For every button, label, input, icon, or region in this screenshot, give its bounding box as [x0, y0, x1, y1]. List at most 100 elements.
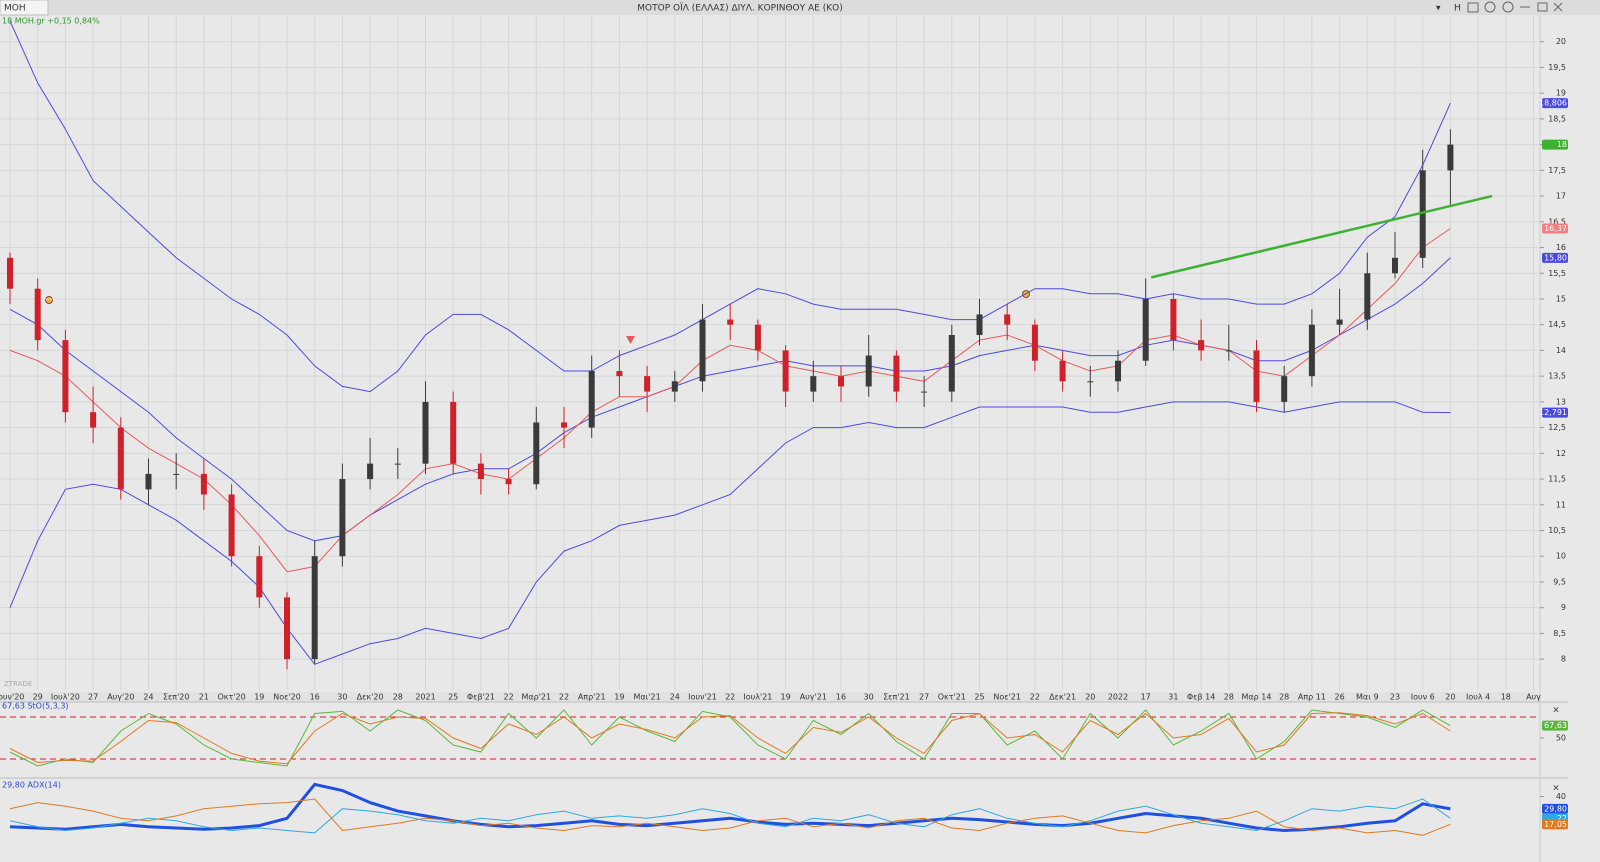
control-icon[interactable] [1484, 1, 1496, 13]
legend: 67,63 StO(5,3,3) [2, 702, 69, 711]
x-tick-label: 25 [974, 693, 984, 702]
close[interactable] [1553, 2, 1563, 12]
series-line [9, 20, 1451, 393]
x-tick-label: 18 [1501, 693, 1511, 702]
y-tick-label: 9,5 [1553, 577, 1566, 586]
candle-body [311, 556, 318, 660]
dropdown-arrow[interactable]: ▾ [1436, 4, 1441, 14]
candle-body [422, 401, 429, 464]
series-line [9, 712, 1451, 765]
y-tick-label: 8,5 [1553, 629, 1566, 638]
y-tick-label: 18,5 [1548, 114, 1566, 123]
signal-marker[interactable] [626, 336, 635, 344]
price-tag-label: 12,791 [1539, 408, 1567, 417]
x-tick-label: 21 [199, 693, 209, 702]
x-tick-label: Μαι'21 [633, 693, 660, 702]
x-tick-label: 26 [1335, 693, 1345, 702]
candle-body [838, 376, 844, 387]
series-line [9, 709, 1451, 767]
candle-body [727, 319, 734, 325]
y-tick-label: 12,5 [1548, 423, 1566, 432]
candle-body [173, 473, 180, 475]
candle-body [699, 319, 706, 382]
candle-body [477, 463, 484, 480]
x-tick-label: 22 [725, 693, 735, 702]
price-tag-label: 18,806 [1539, 99, 1567, 108]
y-tick-label: 9 [1561, 603, 1566, 612]
x-tick-label: Δεκ'20 [357, 693, 384, 702]
candle-body [394, 463, 401, 465]
series-line [9, 798, 1451, 836]
x-tick-label: Φεβ'21 [467, 693, 495, 702]
candle-body [117, 427, 124, 490]
candle-body [450, 401, 457, 464]
candle-body [90, 412, 97, 428]
price-tag-label: 15,80 [1544, 253, 1567, 262]
y-tick-label: 13,5 [1548, 372, 1566, 381]
candle-body [588, 371, 595, 428]
y-tick-label: 10,5 [1548, 526, 1566, 535]
x-tick-label: Οκτ'20 [217, 693, 245, 702]
candle-body [948, 334, 955, 392]
y-tick-label: 17,5 [1548, 166, 1566, 175]
candle-body [1364, 273, 1371, 320]
x-tick-label: Ιουν'20 [0, 693, 24, 702]
price-tag [1542, 223, 1568, 234]
price-tag [1542, 407, 1568, 418]
y-tick-label: 15 [1556, 294, 1566, 303]
x-tick-label: 2021 [415, 693, 435, 702]
y-tick-label: 14 [1556, 346, 1566, 355]
candle-body [1198, 340, 1205, 351]
trendline [1150, 194, 1493, 279]
x-tick-label: 31 [1168, 693, 1178, 702]
control-icon[interactable] [1467, 2, 1479, 13]
y-tick-label: 19,5 [1548, 63, 1566, 72]
close-panel[interactable]: × [1552, 706, 1560, 716]
x-tick-label: Απρ 11 [1298, 693, 1326, 702]
candle-body [367, 463, 374, 480]
window-button[interactable]: H [1454, 4, 1461, 14]
candle-body [339, 479, 346, 557]
x-tick-label: 23 [1390, 693, 1400, 702]
event-marker[interactable] [45, 296, 53, 304]
x-tick-label: Ιουλ'21 [743, 693, 772, 702]
price-tag-label: 29,80 [1544, 804, 1567, 813]
candle-body [1281, 376, 1288, 402]
candle-body [62, 340, 69, 413]
y-tick-label: 17 [1556, 192, 1566, 201]
price-tag [1542, 803, 1568, 814]
x-tick-label: Νοε'20 [273, 693, 301, 702]
x-tick-label: 22 [1030, 693, 1040, 702]
x-tick-label: Νοε'21 [993, 693, 1021, 702]
y-tick-label: 16 [1556, 243, 1566, 252]
candle-body [671, 381, 678, 392]
x-tick-label: 28 [1224, 693, 1234, 702]
control-icon[interactable] [1502, 1, 1514, 13]
candle-body [561, 422, 567, 428]
window-controls [1467, 1, 1563, 13]
candle-body [533, 422, 540, 485]
x-tick-label: 20 [1085, 693, 1095, 702]
title-bar [0, 0, 1600, 15]
close-panel[interactable]: × [1552, 784, 1560, 794]
maximize[interactable] [1537, 2, 1548, 12]
price-tag-label: 16,37 [1544, 224, 1567, 233]
candle-body [1059, 360, 1066, 382]
candle-body [1336, 319, 1343, 325]
x-tick-label: 19 [254, 693, 264, 702]
candle-body [505, 479, 512, 485]
x-tick-label: Οκτ'21 [938, 693, 966, 702]
candle-body [34, 288, 41, 341]
price-tag [1542, 819, 1568, 830]
candle-body [1419, 170, 1426, 258]
candle-body [810, 376, 817, 392]
x-tick-label: Σεπ'21 [883, 693, 910, 702]
candle-body [1253, 350, 1260, 402]
x-tick-label: 28 [393, 693, 403, 702]
candle-body [200, 473, 207, 495]
symbol-box[interactable] [0, 0, 49, 16]
series-line [9, 401, 1451, 665]
x-tick-label: 28 [1279, 693, 1289, 702]
candle-body [616, 371, 623, 377]
